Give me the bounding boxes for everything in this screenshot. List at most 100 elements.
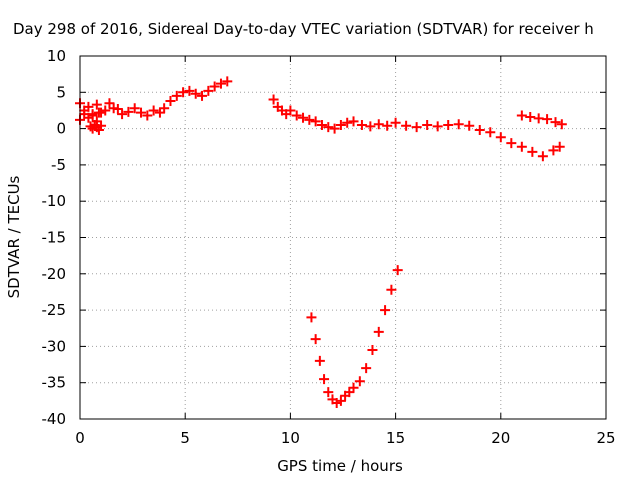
data-point xyxy=(380,305,391,316)
data-point xyxy=(342,117,353,128)
data-point xyxy=(215,78,226,89)
series-group xyxy=(85,119,107,136)
data-point xyxy=(344,387,355,398)
data-point xyxy=(136,107,147,118)
data-point xyxy=(348,382,359,393)
data-point xyxy=(96,120,107,131)
data-point xyxy=(178,87,189,98)
data-point xyxy=(165,96,176,107)
data-point xyxy=(392,265,403,276)
data-point xyxy=(310,334,321,345)
x-tick-label: 10 xyxy=(281,429,300,447)
data-point xyxy=(142,110,153,121)
data-point xyxy=(209,81,220,92)
x-tick-label: 15 xyxy=(386,429,405,447)
data-point xyxy=(464,120,475,131)
data-point xyxy=(367,345,378,356)
y-tick-label: 5 xyxy=(56,83,66,101)
x-tick-label: 0 xyxy=(75,429,85,447)
data-point xyxy=(506,138,517,149)
data-point xyxy=(203,85,214,96)
data-points xyxy=(75,76,567,409)
data-point xyxy=(323,122,334,133)
data-point xyxy=(304,114,315,125)
data-point xyxy=(495,132,506,143)
data-point xyxy=(422,119,433,130)
data-point xyxy=(533,113,544,124)
data-point xyxy=(453,119,464,130)
axis-ticks xyxy=(79,55,607,420)
grid xyxy=(80,56,606,419)
data-point xyxy=(285,105,296,116)
tick-labels: 0 5 10 15 20 25 10 5 0 -5 -10 -15 -20 -25 -30 -35 -40 xyxy=(42,47,616,447)
data-point xyxy=(348,116,359,127)
data-point xyxy=(527,146,538,157)
y-tick-label: -10 xyxy=(42,192,67,210)
data-point xyxy=(542,114,553,125)
data-point xyxy=(83,101,94,112)
y-tick-label: -15 xyxy=(42,229,67,247)
y-axis-label: SDTVAR / TECUs xyxy=(5,175,23,298)
data-point xyxy=(356,119,367,130)
data-point xyxy=(548,145,559,156)
data-point xyxy=(443,119,454,130)
data-point xyxy=(401,120,412,131)
data-point xyxy=(171,90,182,101)
data-point xyxy=(190,88,201,99)
data-point xyxy=(91,99,102,110)
data-point xyxy=(314,355,325,366)
series-group xyxy=(306,265,403,409)
data-point xyxy=(485,127,496,138)
plot-frame xyxy=(79,55,607,420)
series-group xyxy=(516,110,567,130)
data-point xyxy=(365,121,376,132)
x-tick-label: 20 xyxy=(491,429,510,447)
data-point xyxy=(197,90,208,101)
y-tick-label: 0 xyxy=(56,120,66,138)
data-point xyxy=(112,103,123,114)
data-point xyxy=(554,141,565,152)
data-point xyxy=(373,326,384,337)
y-tick-label: -30 xyxy=(42,337,67,355)
y-tick-label: 10 xyxy=(47,47,66,65)
data-point xyxy=(354,376,365,387)
data-point xyxy=(550,117,561,128)
y-tick-label: -20 xyxy=(42,265,67,283)
data-point xyxy=(319,374,330,385)
series-group xyxy=(268,94,565,162)
data-point xyxy=(361,363,372,374)
data-point xyxy=(306,312,317,323)
data-point xyxy=(310,116,321,127)
data-point xyxy=(516,110,527,121)
x-axis-label: GPS time / hours xyxy=(277,457,403,475)
data-point xyxy=(329,123,340,134)
data-point xyxy=(117,109,128,120)
data-point xyxy=(316,119,327,130)
data-point xyxy=(129,103,140,114)
data-point xyxy=(335,395,346,406)
data-point xyxy=(159,103,170,114)
data-point xyxy=(298,112,309,123)
data-point xyxy=(390,117,401,128)
data-point xyxy=(335,119,346,130)
data-point xyxy=(432,121,443,132)
data-point xyxy=(268,94,279,105)
data-point xyxy=(100,105,111,116)
data-point xyxy=(525,111,536,122)
data-point xyxy=(373,119,384,130)
y-tick-label: -25 xyxy=(42,301,67,319)
data-point xyxy=(382,120,393,131)
data-point xyxy=(323,387,334,398)
y-tick-label: -35 xyxy=(42,374,67,392)
data-point xyxy=(411,122,422,133)
data-point xyxy=(87,110,98,121)
x-tick-label: 25 xyxy=(596,429,615,447)
data-point xyxy=(184,85,195,96)
data-point xyxy=(154,107,165,118)
data-point xyxy=(93,107,104,118)
data-point xyxy=(516,141,527,152)
data-point xyxy=(222,76,233,87)
data-point xyxy=(123,106,134,117)
data-point xyxy=(556,119,567,130)
